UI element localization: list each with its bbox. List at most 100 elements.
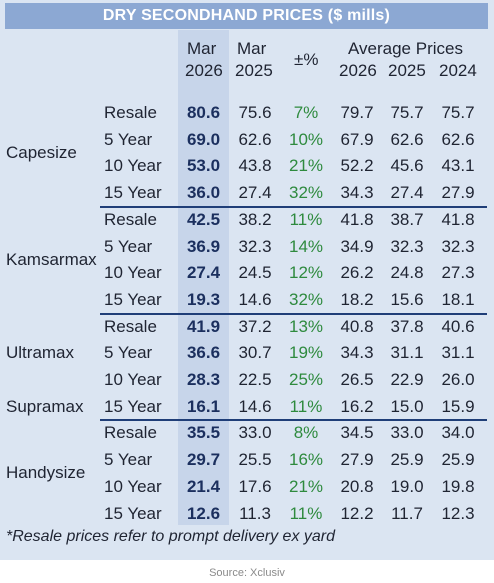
cell-pct-change: 19% <box>288 343 324 363</box>
row-label: 10 Year <box>104 156 162 176</box>
row-label: 5 Year <box>104 129 153 149</box>
row-label: 15 Year <box>104 396 162 416</box>
cell-avg-2026: 18.2 <box>340 289 374 309</box>
cell-avg-2026: 20.8 <box>340 476 374 496</box>
cell-avg-2025: 27.4 <box>390 183 424 203</box>
cell-avg-2025: 38.7 <box>390 209 424 229</box>
cell-avg-2024: 12.3 <box>441 503 475 523</box>
table-title: DRY SECONDHAND PRICES ($ mills) <box>5 3 488 29</box>
cell-mar-2026: 27.4 <box>186 263 221 283</box>
cell-avg-2025: 15.0 <box>390 396 424 416</box>
cell-mar-2026: 42.5 <box>186 209 221 229</box>
cell-mar-2025: 43.8 <box>238 156 272 176</box>
cell-avg-2026: 41.8 <box>340 209 374 229</box>
cell-mar-2025: 38.2 <box>238 209 272 229</box>
cell-avg-2025: 22.9 <box>390 370 424 389</box>
cell-mar-2025: 30.7 <box>238 343 272 363</box>
cell-avg-2026: 26.2 <box>340 263 374 283</box>
cell-mar-2026: 21.4 <box>186 476 221 496</box>
row-label: 15 Year <box>104 503 162 523</box>
cell-pct-change: 13% <box>288 316 324 336</box>
cell-avg-2026: 27.9 <box>340 450 374 470</box>
cell-avg-2024: 62.6 <box>441 129 475 149</box>
cell-avg-2025: 32.3 <box>390 236 424 256</box>
cell-mar-2026: 36.6 <box>186 343 221 363</box>
cell-avg-2024: 25.9 <box>441 450 475 470</box>
group-separator <box>100 205 487 208</box>
row-label: Resale <box>104 423 157 443</box>
cell-mar-2025: 17.6 <box>238 476 272 496</box>
cell-avg-2026: 26.5 <box>340 370 374 389</box>
cell-mar-2025: 32.3 <box>238 236 272 256</box>
cell-avg-2024: 19.8 <box>441 476 475 496</box>
cell-avg-2024: 18.1 <box>441 289 475 309</box>
cell-avg-2025: 37.8 <box>390 316 424 336</box>
cell-avg-2026: 12.2 <box>340 503 374 523</box>
cell-avg-2025: 25.9 <box>390 450 424 470</box>
cell-avg-2026: 34.9 <box>340 236 374 256</box>
header-avg-2024: 2024 <box>439 61 477 80</box>
mar-2026-column-highlight <box>178 30 229 525</box>
cell-mar-2025: 25.5 <box>238 450 272 470</box>
group-name: Handysize <box>6 463 86 483</box>
cell-pct-change: 32% <box>288 289 324 309</box>
cell-avg-2024: 15.9 <box>441 396 475 416</box>
cell-pct-change: 16% <box>288 450 324 470</box>
price-table-card: DRY SECONDHAND PRICES ($ mills) Mar 2026… <box>0 0 494 560</box>
cell-mar-2025: 11.3 <box>239 503 271 523</box>
cell-mar-2026: 41.9 <box>186 316 221 336</box>
cell-avg-2025: 75.7 <box>390 103 424 122</box>
cell-avg-2025: 31.1 <box>390 343 424 363</box>
cell-pct-change: 21% <box>288 156 324 176</box>
cell-avg-2024: 31.1 <box>441 343 475 363</box>
cell-pct-change: 11% <box>289 209 323 229</box>
cell-pct-change: 7% <box>293 103 319 122</box>
cell-avg-2026: 79.7 <box>340 103 374 122</box>
row-label: 5 Year <box>104 236 153 256</box>
footnote: *Resale prices refer to prompt delivery … <box>6 528 336 545</box>
cell-avg-2026: 34.5 <box>340 423 374 443</box>
source-caption: Source: Xclusiv <box>209 567 285 579</box>
group-name: Capesize <box>6 143 77 163</box>
cell-pct-change: 10% <box>288 129 324 149</box>
cell-pct-change: 32% <box>288 183 324 203</box>
group-name: Ultramax <box>6 343 75 363</box>
cell-avg-2026: 67.9 <box>340 129 374 149</box>
header-avg-2026: 2026 <box>339 61 377 80</box>
row-label: 15 Year <box>104 289 162 309</box>
row-label: 5 Year <box>104 450 153 470</box>
cell-mar-2025: 75.6 <box>238 103 272 122</box>
cell-avg-2025: 24.8 <box>390 263 424 283</box>
cell-mar-2025: 27.4 <box>238 183 272 203</box>
row-label: Resale <box>104 316 157 336</box>
cell-mar-2025: 22.5 <box>238 370 272 389</box>
cell-avg-2026: 16.2 <box>340 396 374 416</box>
cell-avg-2025: 45.6 <box>390 156 424 176</box>
row-label: 10 Year <box>104 263 162 283</box>
group-separator <box>100 312 487 315</box>
header-average-prices: Average Prices <box>348 39 463 58</box>
row-label: 5 Year <box>104 343 153 363</box>
cell-pct-change: 8% <box>293 423 319 443</box>
row-label: 10 Year <box>104 476 162 496</box>
cell-avg-2025: 62.6 <box>390 129 424 149</box>
cell-mar-2026: 19.3 <box>186 289 221 309</box>
cell-avg-2024: 41.8 <box>441 209 475 229</box>
group-name: Kamsarmax <box>6 249 97 269</box>
cell-mar-2026: 80.6 <box>186 103 221 122</box>
cell-avg-2024: 75.7 <box>441 103 475 122</box>
cell-pct-change: 11% <box>289 396 323 416</box>
cell-mar-2025: 14.6 <box>238 289 272 309</box>
cell-mar-2025: 62.6 <box>238 129 272 149</box>
cell-mar-2025: 33.0 <box>238 423 272 443</box>
header-mar-2026: Mar 2026 <box>185 38 223 82</box>
cell-avg-2026: 34.3 <box>340 343 374 363</box>
row-label: 10 Year <box>104 370 162 389</box>
cell-mar-2026: 69.0 <box>186 129 221 149</box>
group-name-secondary: Supramax <box>6 396 84 416</box>
cell-mar-2026: 28.3 <box>186 370 221 389</box>
cell-avg-2025: 15.6 <box>390 289 424 309</box>
cell-pct-change: 14% <box>288 236 324 256</box>
cell-avg-2024: 27.9 <box>441 183 475 203</box>
row-label: Resale <box>104 103 157 122</box>
